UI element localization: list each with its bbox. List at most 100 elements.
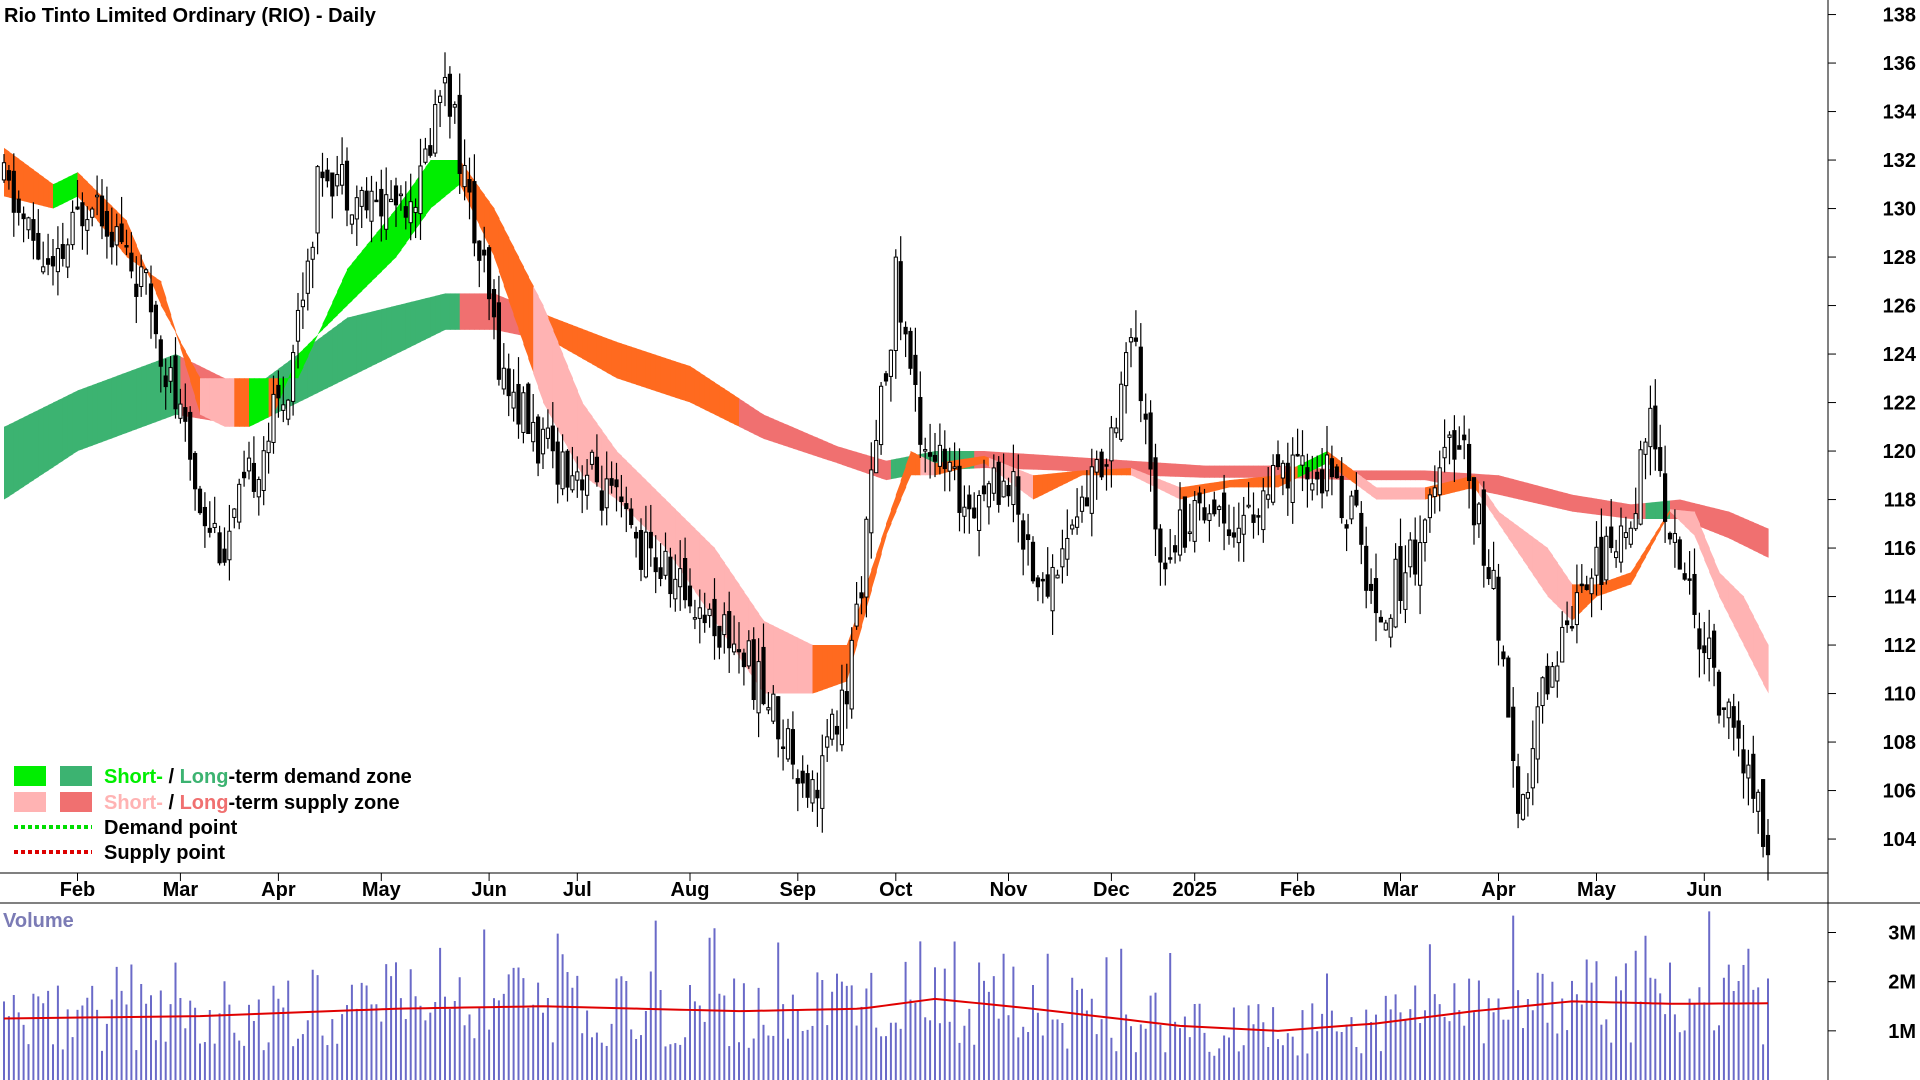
candle-body [854,603,859,627]
short-term-zone-segment [1253,477,1259,488]
short-term-zone-segment [699,533,706,607]
price-tick-label: 130 [1883,199,1916,221]
candle-body [305,260,310,294]
short-term-zone-segment [734,577,740,658]
long-term-zone-segment [724,388,730,422]
long-term-zone-segment [596,334,603,370]
candle-body [354,197,359,220]
short-term-zone-segment [342,269,348,311]
candle-body [335,174,340,187]
short-term-zone-segment [626,460,632,515]
long-term-zone-segment [837,446,843,465]
candle-body [643,531,648,578]
long-term-zone-segment [1581,496,1588,514]
short-term-zone-segment [518,257,524,345]
candle-body [1432,487,1437,498]
legend-supply-short: Short- [104,792,163,814]
long-term-zone-segment [1714,508,1720,535]
candle-body [839,689,844,746]
date-tick-label: Apr [261,879,296,901]
candle-body [516,383,521,425]
long-term-zone-segment [660,356,667,395]
short-term-zone-segment [445,160,451,197]
short-term-zone-segment [1233,479,1240,488]
candle-body [1614,551,1619,559]
short-term-zone-segment [832,645,838,687]
long-term-zone-segment [396,304,402,355]
long-term-zone-segment [626,345,632,384]
candle-body [1011,471,1016,506]
short-term-zone-segment [62,177,69,204]
short-term-zone-segment [229,378,235,427]
short-term-zone-segment [224,378,230,427]
short-term-zone-segment [4,147,10,198]
candle-body [65,244,70,268]
short-term-zone-segment [1121,468,1127,476]
short-term-zone-segment [1567,577,1573,621]
short-term-zone-segment [557,341,564,439]
candle-body [1555,665,1560,682]
long-term-zone-segment [28,412,34,484]
short-term-zone-segment [1037,474,1044,498]
long-term-zone-segment [1057,455,1063,471]
candle-body [1006,485,1011,497]
candle-body [1604,535,1609,581]
candle-body [687,585,693,607]
short-term-zone-segment [601,430,608,493]
candle-body [1349,495,1354,520]
short-term-zone-segment [1704,535,1710,573]
long-term-zone-segment [1062,456,1068,472]
short-term-zone-segment [165,297,172,324]
short-term-zone-segment [1650,532,1656,549]
long-term-zone-segment [351,315,358,376]
short-term-zone-segment [1204,483,1210,494]
candle-body [99,195,105,227]
long-term-zone-segment [376,309,382,364]
long-term-zone-segment [709,379,716,415]
short-term-zone-segment [1395,487,1402,500]
short-term-zone-segment [185,351,191,382]
long-term-zone-segment [420,298,426,342]
long-term-zone-segment [778,420,784,446]
long-term-zone-segment [1180,463,1186,478]
candle-body [95,194,100,198]
long-term-zone-segment [356,314,363,374]
long-term-zone-segment [1483,474,1490,493]
short-term-zone-segment [675,509,681,570]
candle-body [21,213,26,220]
candle-body [1535,706,1540,760]
candle-body [1271,464,1276,503]
short-term-zone-segment [1229,479,1235,488]
long-term-zone-segment [1385,470,1392,481]
date-tick-label: Nov [990,879,1029,901]
long-term-zone-segment [665,358,671,397]
candle-body [1496,576,1501,641]
legend-demand-rest: -term demand zone [228,766,411,788]
candle-body [619,496,624,503]
long-term-zone-segment [1023,453,1029,470]
candle-body [320,171,325,179]
short-term-zone-segment [200,378,206,418]
short-term-zone-segment [508,237,515,316]
candle-body [1594,546,1599,576]
long-term-zone-segment [332,324,338,386]
short-term-zone-segment [1621,574,1627,588]
long-term-zone-segment [347,316,353,379]
candle-body [153,304,159,335]
candle-body [1045,574,1050,597]
short-term-zone-segment [351,257,358,301]
long-term-zone-segment [768,416,774,443]
short-term-zone-segment [82,177,88,209]
long-term-zone-segment [685,364,691,403]
candle-body [1403,572,1408,610]
long-term-zone-segment [1160,462,1166,477]
short-term-zone-segment [1209,482,1215,493]
long-term-zone-segment [307,343,314,398]
candle-body [1148,412,1153,470]
candle-body [41,266,46,273]
candle-body [148,283,154,313]
short-term-zone-segment [812,645,818,694]
short-term-zone-segment [650,485,657,539]
long-term-zone-segment [180,356,186,417]
